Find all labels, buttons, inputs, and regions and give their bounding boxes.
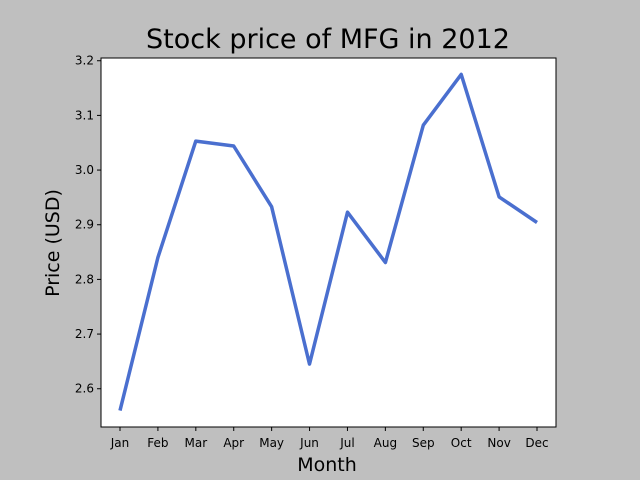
x-tick-label: May (259, 436, 284, 450)
x-tick-label: Mar (184, 436, 207, 450)
x-tick-label: Feb (147, 436, 168, 450)
series-layer (118, 72, 538, 412)
x-axis-title: Month (297, 454, 357, 476)
x-tick-label: Oct (451, 436, 472, 450)
x-tick-label: Apr (223, 436, 244, 450)
x-tick-label: Nov (487, 436, 510, 450)
y-tick-label: 2.6 (75, 382, 94, 396)
y-axis: 2.6 2.7 2.8 2.9 3.0 3.1 3.2 (75, 54, 101, 396)
x-tick-label: Dec (525, 436, 548, 450)
y-axis-title: Price (USD) (42, 189, 64, 297)
x-tick-label: Aug (374, 436, 397, 450)
y-tick-label: 3.2 (75, 54, 94, 68)
x-axis: Jan Feb Mar Apr May Jun Jul Aug Sep Oct Nov Dec (110, 427, 549, 450)
x-tick-label: Jan (110, 436, 130, 450)
x-tick-label: Sep (412, 436, 435, 450)
x-tick-label: Jun (299, 436, 319, 450)
y-tick-label: 2.7 (75, 327, 94, 341)
plot-area (100, 57, 557, 428)
chart-title: Stock price of MFG in 2012 (146, 24, 510, 55)
x-tick-label: Jul (339, 436, 354, 450)
y-tick-label: 2.9 (75, 218, 94, 232)
y-tick-label: 2.8 (75, 272, 94, 286)
y-tick-label: 3.0 (75, 163, 94, 177)
series-line (118, 72, 538, 412)
y-tick-label: 3.1 (75, 108, 94, 122)
